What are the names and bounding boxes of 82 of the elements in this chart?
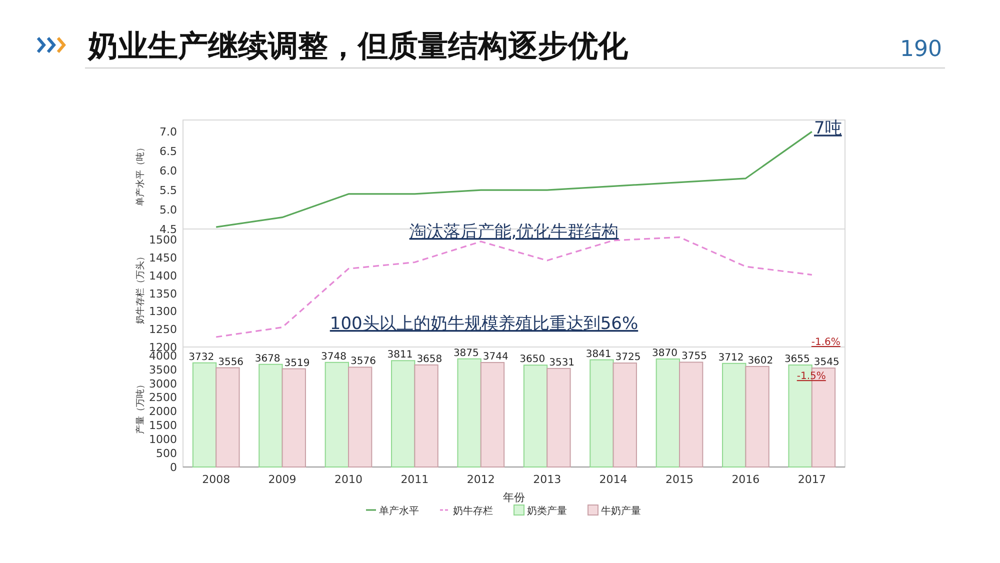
y-tick-label: 6.0 bbox=[160, 164, 177, 178]
x-tick-label: 2013 bbox=[533, 473, 562, 486]
bar bbox=[282, 368, 306, 468]
x-tick-label: 2008 bbox=[202, 473, 230, 486]
data-label: 3576 bbox=[350, 356, 376, 368]
y-axis-title: 产量（万吨） bbox=[135, 380, 146, 434]
x-tick-label: 2011 bbox=[400, 473, 429, 486]
y-tick-label: 1350 bbox=[149, 287, 177, 300]
bar bbox=[391, 360, 416, 468]
data-label: 3755 bbox=[682, 351, 707, 362]
x-tick-label: 2017 bbox=[798, 473, 826, 486]
bar bbox=[348, 366, 372, 468]
x-tick-label: 2009 bbox=[268, 473, 296, 486]
data-label: 3712 bbox=[718, 352, 744, 364]
bar bbox=[216, 367, 240, 468]
annotation: -1.6% bbox=[811, 337, 840, 348]
data-label: 3531 bbox=[549, 357, 575, 368]
annotation: 100头以上的奶牛规模养殖比重达到56% bbox=[330, 314, 638, 334]
data-label: 3870 bbox=[652, 348, 678, 359]
data-label: 3748 bbox=[321, 351, 346, 362]
y-axis-title: 单产水平（吨） bbox=[135, 143, 146, 206]
data-label: 3841 bbox=[586, 348, 612, 360]
legend-label: 牛奶产量 bbox=[601, 505, 641, 517]
bar bbox=[546, 368, 571, 468]
x-tick-label: 2016 bbox=[732, 473, 760, 486]
text: 190 bbox=[900, 37, 942, 62]
bar bbox=[457, 358, 482, 468]
bar bbox=[192, 362, 217, 468]
y-tick-label: 1400 bbox=[149, 269, 177, 282]
legend-label: 单产水平 bbox=[379, 505, 419, 517]
data-label: 3545 bbox=[814, 357, 840, 368]
x-axis-title: 年份 bbox=[503, 491, 525, 504]
x-tick-label: 2014 bbox=[599, 473, 628, 486]
data-label: 3811 bbox=[387, 350, 413, 361]
data-label: 3658 bbox=[416, 354, 442, 365]
bar bbox=[414, 364, 438, 468]
bar bbox=[324, 362, 349, 468]
x-tick-label: 2015 bbox=[666, 473, 694, 486]
data-label: 3519 bbox=[284, 358, 310, 369]
bar bbox=[679, 362, 704, 468]
bar bbox=[258, 364, 283, 468]
y-axis-title: 奶牛存栏（万头） bbox=[135, 252, 146, 324]
y-tick-label: 6.5 bbox=[160, 145, 177, 158]
legend-label: 奶牛存栏 bbox=[453, 505, 493, 517]
data-label: 3650 bbox=[520, 354, 546, 366]
data-label: 3875 bbox=[453, 348, 479, 359]
y-tick-label: 1300 bbox=[149, 305, 177, 318]
annotation: 7吨 bbox=[814, 118, 842, 139]
y-tick-label: 1000 bbox=[149, 433, 177, 446]
data-label: 3655 bbox=[784, 354, 810, 365]
bar bbox=[722, 362, 746, 468]
bar bbox=[480, 362, 505, 468]
bar bbox=[745, 366, 770, 468]
bar bbox=[523, 364, 548, 468]
y-tick-label: 1500 bbox=[149, 419, 177, 432]
y-tick-label: 2500 bbox=[149, 391, 177, 404]
data-label: 3678 bbox=[254, 353, 280, 364]
x-tick-label: 2012 bbox=[466, 473, 495, 486]
y-tick-label: 500 bbox=[156, 447, 177, 460]
y-tick-label: 2000 bbox=[149, 405, 177, 418]
y-tick-label: 1500 bbox=[149, 234, 177, 247]
annotation: -1.5% bbox=[796, 371, 826, 382]
y-tick-label: 7.0 bbox=[160, 126, 177, 139]
y-tick-label: 0 bbox=[170, 461, 177, 474]
data-label: 3744 bbox=[482, 352, 508, 363]
data-label: 3725 bbox=[615, 352, 641, 364]
chart-title: 奶业生产继续调整，但质量结构逐步优化 bbox=[87, 29, 629, 64]
legend-label: 奶类产量 bbox=[527, 505, 567, 517]
y-tick-label: 5.0 bbox=[160, 204, 177, 217]
bar bbox=[612, 362, 637, 468]
y-tick-label: 4.5 bbox=[160, 223, 177, 236]
y-tick-label: 3000 bbox=[149, 377, 177, 390]
bar bbox=[656, 358, 680, 468]
data-label: 3602 bbox=[748, 355, 774, 366]
y-tick-label: 1450 bbox=[149, 252, 177, 265]
y-tick-label: 3500 bbox=[149, 363, 177, 376]
data-label: 3732 bbox=[188, 352, 214, 363]
x-tick-label: 2010 bbox=[334, 473, 362, 486]
y-tick-label: 5.5 bbox=[160, 184, 177, 198]
y-tick-label: 1250 bbox=[149, 323, 177, 336]
bar bbox=[590, 359, 614, 468]
data-label: 3556 bbox=[218, 356, 244, 368]
